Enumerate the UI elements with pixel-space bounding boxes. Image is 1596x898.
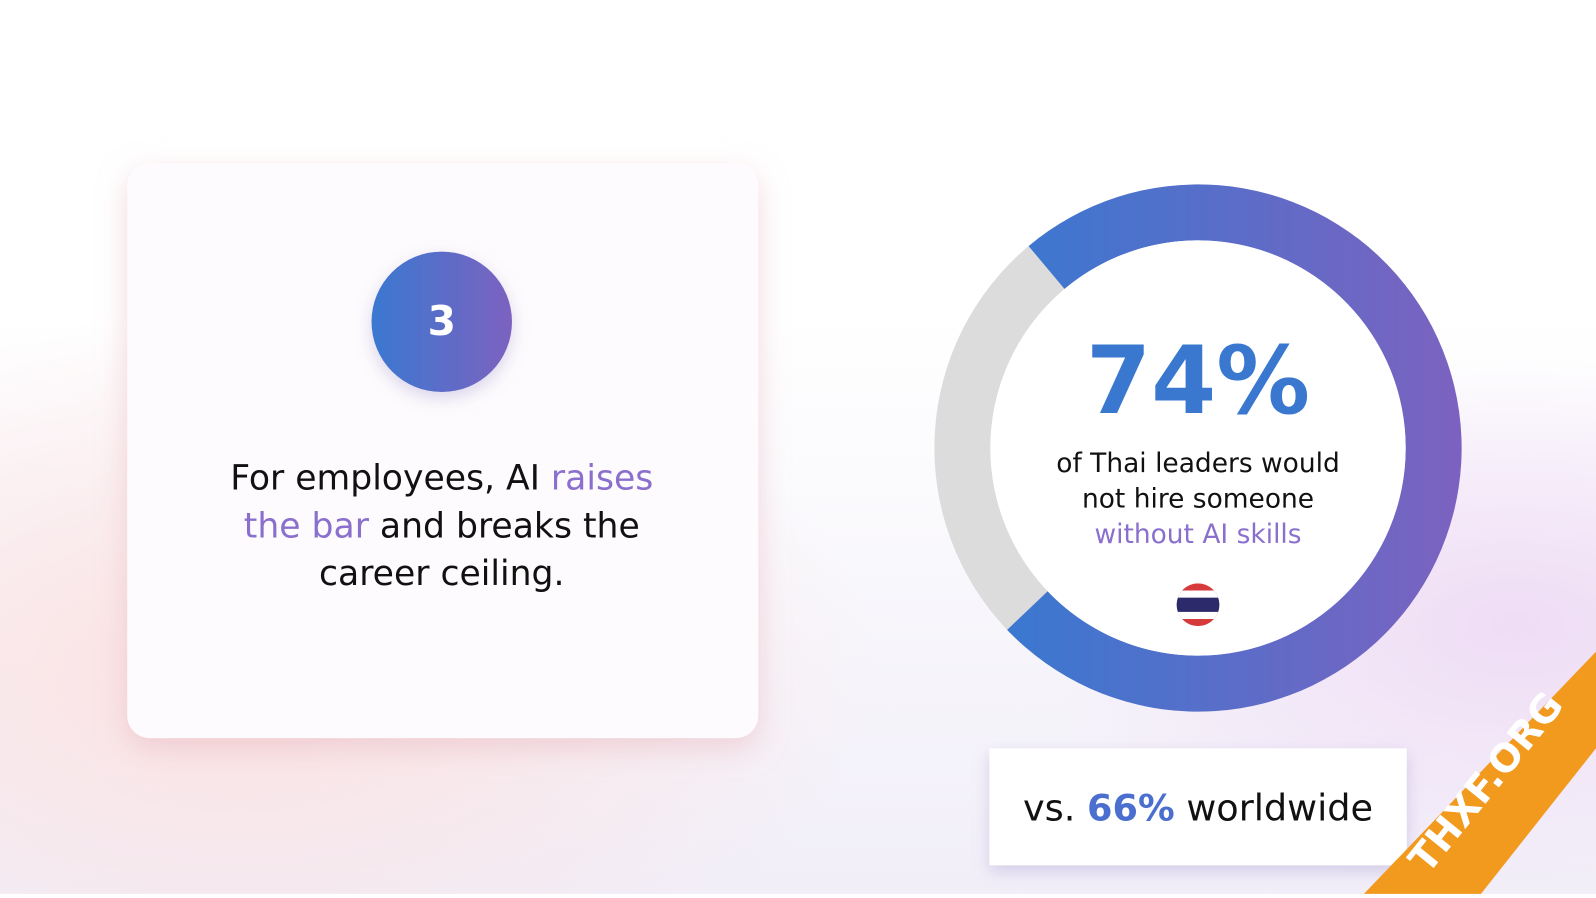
comparison: vs. 66% worldwide xyxy=(1023,786,1373,829)
donut-hole xyxy=(990,240,1406,656)
headline-line: the bar and breaks the xyxy=(244,506,640,546)
comparison-value: 66% xyxy=(1087,786,1175,829)
caption-accent: without AI skills xyxy=(1094,519,1301,550)
comparison-box xyxy=(989,748,1407,866)
caption: not hire someone xyxy=(1082,483,1314,514)
badge-number: 3 xyxy=(428,297,456,345)
headline-accent: the bar xyxy=(244,506,370,546)
watermark-band xyxy=(1363,651,1596,894)
comparison-suffix: worldwide xyxy=(1186,786,1373,829)
headline-text: career ceiling. xyxy=(319,554,564,594)
donut-rest xyxy=(934,246,1065,630)
donut-segment xyxy=(1007,184,1462,712)
headline-line: For employees, AI raises xyxy=(230,459,653,499)
donut-value-label: 74% xyxy=(1086,327,1310,436)
thai-flag xyxy=(1176,583,1220,627)
number-badge xyxy=(371,251,512,393)
headline-line: career ceiling. xyxy=(319,554,564,594)
headline-text: For employees, AI xyxy=(230,459,540,499)
donut-chart xyxy=(934,184,1462,712)
headline-accent: raises xyxy=(551,459,653,499)
headline: For employees, AI raises the bar and brea… xyxy=(230,459,653,595)
caption: of Thai leaders would xyxy=(1056,448,1340,479)
card xyxy=(127,163,759,739)
headline-text: and breaks the xyxy=(380,506,640,546)
comparison-prefix: vs. xyxy=(1023,786,1075,829)
